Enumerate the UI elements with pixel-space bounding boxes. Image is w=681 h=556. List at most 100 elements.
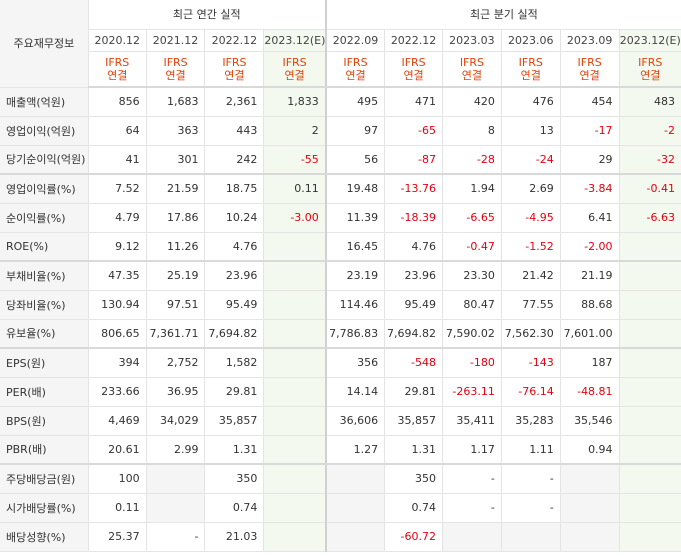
- period-header: 2023.12(E): [263, 29, 327, 52]
- table-cell: 21.59: [146, 174, 206, 204]
- row-label: 당좌비율(%): [0, 290, 89, 320]
- table-cell: [325, 522, 386, 552]
- table-cell: [146, 493, 206, 523]
- table-cell: 47.35: [88, 261, 147, 291]
- table-cell: 23.19: [325, 261, 386, 291]
- table-cell: 64: [88, 116, 147, 146]
- table-cell: 187: [560, 348, 620, 378]
- row-label: ROE(%): [0, 232, 89, 262]
- table-cell: [263, 319, 327, 349]
- row-label: BPS(원): [0, 406, 89, 436]
- row-label: 주당배당금(원): [0, 464, 89, 494]
- table-cell: 34,029: [146, 406, 206, 436]
- table-cell: [263, 493, 327, 523]
- table-cell: 4,469: [88, 406, 147, 436]
- row-label: PER(배): [0, 377, 89, 407]
- ifrs-label: IFRS 연결: [204, 51, 265, 88]
- table-cell: 35,857: [384, 406, 443, 436]
- table-cell: 25.37: [88, 522, 147, 552]
- ifrs-bottom-label: 연결: [520, 68, 541, 82]
- table-cell: -4.95: [501, 203, 561, 233]
- period-header: 2023.06: [501, 29, 561, 52]
- annual-group-header: 최근 연간 실적: [88, 0, 327, 30]
- table-row: 당좌비율(%) 130.94 97.51 95.49 114.46 95.49 80.47 7…: [0, 290, 681, 320]
- table-cell: [263, 261, 327, 291]
- row-label: EPS(원): [0, 348, 89, 378]
- table-cell: 2: [263, 116, 327, 146]
- table-cell: 77.55: [501, 290, 561, 320]
- period-header: 2020.12: [88, 29, 147, 52]
- table-cell: 0.74: [384, 493, 443, 523]
- period-header: 2021.12: [146, 29, 206, 52]
- table-cell: 1.27: [325, 435, 386, 465]
- table-cell: [560, 464, 620, 494]
- table-cell: 4.76: [384, 232, 443, 262]
- ifrs-label: IFRS 연결: [442, 51, 502, 88]
- row-label: 시가배당률(%): [0, 493, 89, 523]
- row-label: 영업이익(억원): [0, 116, 89, 146]
- table-cell: -263.11: [442, 377, 502, 407]
- table-cell: 2.99: [146, 435, 206, 465]
- table-cell: 4.79: [88, 203, 147, 233]
- table-cell: 23.96: [384, 261, 443, 291]
- table-cell: 1,582: [204, 348, 265, 378]
- table-cell: -65: [384, 116, 443, 146]
- table-cell: 7,590.02: [442, 319, 502, 349]
- ifrs-label: IFRS 연결: [325, 51, 386, 88]
- table-cell: -2: [619, 116, 681, 146]
- table-row: 당기순이익(억원) 41 301 242 -55 56 -87 -28 -24 29 -32: [0, 145, 681, 175]
- table-row: 배당성향(%) 25.37-21.03 -60.72: [0, 522, 681, 552]
- table-cell: 16.45: [325, 232, 386, 262]
- table-row: 부채비율(%) 47.35 25.19 23.96 23.19 23.96 23.30 21.…: [0, 261, 681, 291]
- table-cell: 806.65: [88, 319, 147, 349]
- table-cell: -: [146, 522, 206, 552]
- table-cell: [619, 261, 681, 291]
- table-cell: 7,601.00: [560, 319, 620, 349]
- ifrs-bottom-label: 연결: [345, 68, 366, 82]
- ifrs-label: IFRS 연결: [263, 51, 327, 88]
- table-cell: [263, 464, 327, 494]
- table-cell: -6.65: [442, 203, 502, 233]
- table-cell: 1.17: [442, 435, 502, 465]
- table-cell: 114.46: [325, 290, 386, 320]
- table-row: 유보율(%) 806.65 7,361.71 7,694.82 7,786.83 7,69…: [0, 319, 681, 349]
- table-cell: 35,283: [501, 406, 561, 436]
- table-cell: 14.14: [325, 377, 386, 407]
- table-cell: [619, 406, 681, 436]
- table-cell: [619, 435, 681, 465]
- table-cell: 8: [442, 116, 502, 146]
- table-cell: -76.14: [501, 377, 561, 407]
- table-cell: 356: [325, 348, 386, 378]
- table-cell: 7,694.82: [204, 319, 265, 349]
- table-cell: 0.94: [560, 435, 620, 465]
- period-header: 2023.09: [560, 29, 620, 52]
- table-cell: 97.51: [146, 290, 206, 320]
- row-label: 부채비율(%): [0, 261, 89, 291]
- table-cell: [146, 464, 206, 494]
- table-row: 영업이익률(%) 7.52 21.59 18.75 0.11 19.48 -13.76 1.9…: [0, 174, 681, 204]
- table-cell: 2,752: [146, 348, 206, 378]
- table-row: 순이익률(%) 4.79 17.86 10.24 -3.00 11.39 -18.39 -6.…: [0, 203, 681, 233]
- table-row: 주당배당금(원) 100 350 350- -: [0, 464, 681, 494]
- table-cell: -55: [263, 145, 327, 175]
- table-cell: -60.72: [384, 522, 443, 552]
- ifrs-bottom-label: 연결: [640, 68, 661, 82]
- table-cell: 21.42: [501, 261, 561, 291]
- table-cell: 350: [204, 464, 265, 494]
- table-cell: [263, 406, 327, 436]
- table-cell: 95.49: [384, 290, 443, 320]
- table-cell: [263, 522, 327, 552]
- quarterly-group-header: 최근 분기 실적: [325, 0, 681, 30]
- table-cell: -: [501, 493, 561, 523]
- table-cell: 856: [88, 87, 147, 117]
- table-cell: 1.31: [384, 435, 443, 465]
- table-cell: 9.12: [88, 232, 147, 262]
- table-cell: 454: [560, 87, 620, 117]
- table-cell: -548: [384, 348, 443, 378]
- ifrs-top-label: IFRS: [343, 55, 368, 69]
- ifrs-bottom-label: 연결: [284, 68, 305, 82]
- table-row: PER(배) 233.66 36.95 29.81 14.14 29.81 -263.11-…: [0, 377, 681, 407]
- table-row: 영업이익(억원) 64 363 443 2 97 -65 8 13 -17 -2: [0, 116, 681, 146]
- table-cell: 1.11: [501, 435, 561, 465]
